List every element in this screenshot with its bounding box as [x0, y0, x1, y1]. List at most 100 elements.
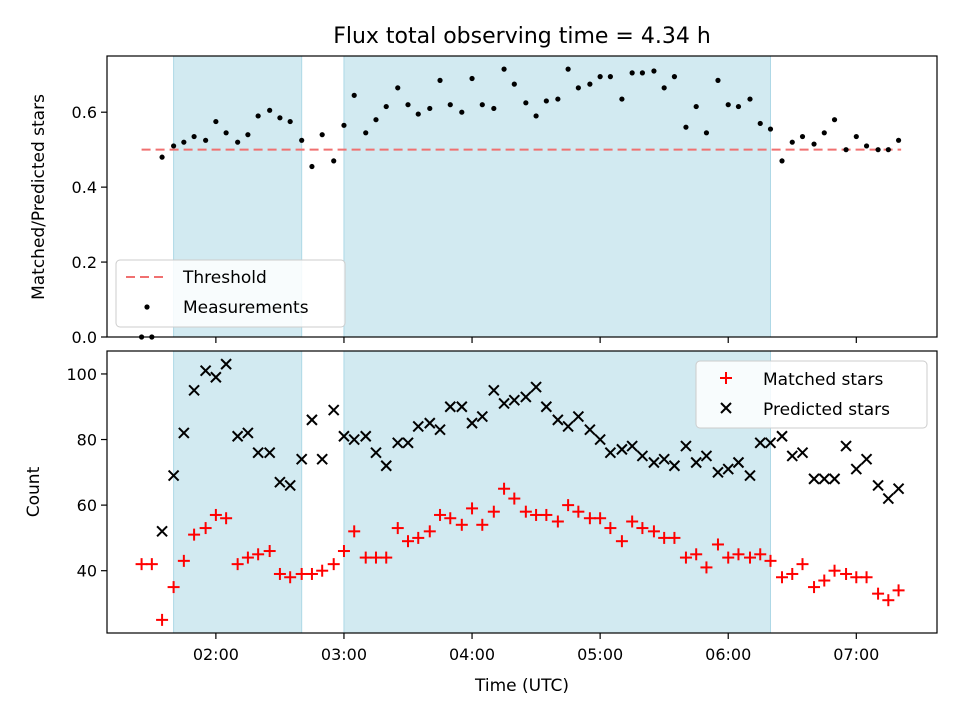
measurement-point [255, 113, 261, 119]
predicted-star-point [636, 450, 649, 462]
measurement-point [501, 66, 507, 72]
measurement-point [159, 154, 165, 160]
predicted-x-b [828, 473, 841, 485]
predicted-star-point [434, 423, 446, 436]
predicted-stars-series [156, 358, 905, 538]
matched-star-point [220, 512, 233, 525]
matched-star-point [818, 574, 831, 587]
predicted-star-point [444, 401, 456, 413]
predicted-star-point [498, 397, 510, 410]
predicted-star-point [808, 473, 820, 485]
matched-star-point [679, 551, 692, 564]
predicted-x-b [680, 440, 692, 452]
predicted-x-b [434, 423, 446, 436]
predicted-x-b [786, 450, 798, 462]
measurement-point [533, 113, 539, 119]
predicted-star-point [508, 394, 521, 406]
measurement-point [747, 96, 753, 102]
matched-star-point [615, 535, 628, 548]
matched-star-point [647, 525, 660, 538]
matched-star-point [754, 548, 767, 561]
predicted-star-point [360, 430, 372, 442]
matched-star-point [273, 567, 286, 580]
predicted-star-point [850, 463, 863, 475]
matched-star-point [327, 558, 340, 571]
measurement-point [607, 74, 613, 80]
predicted-x-b [380, 460, 392, 472]
predicted-star-point [210, 371, 222, 383]
predicted-star-point [754, 437, 766, 449]
top-axes-frame [106, 55, 938, 338]
top-y-axis-label: Matched/Predicted stars [29, 94, 49, 300]
measurement-point [715, 77, 721, 83]
predicted-star-point [690, 456, 702, 469]
matched-star-point [252, 548, 265, 561]
measurement-point [895, 137, 902, 143]
measurement-point [885, 147, 891, 153]
matched-stars-series [135, 482, 905, 626]
matched-star-point [380, 551, 393, 564]
matched-star-point [604, 522, 617, 535]
measurement-point [363, 130, 369, 136]
predicted-star-point [456, 401, 468, 413]
bottom-x-tick-label: 02:00 [193, 645, 239, 664]
predicted-x-b [860, 453, 873, 465]
predicted-x-b [776, 430, 788, 442]
predicted-star-point [648, 456, 660, 469]
predicted-x-b [252, 446, 264, 459]
measurements-series [138, 66, 902, 340]
measurement-point [427, 105, 433, 112]
matched-star-point [540, 508, 553, 521]
matched-star-point [476, 518, 489, 531]
matched-star-point [423, 525, 436, 538]
measurement-point [779, 158, 785, 164]
measurement-point [223, 130, 229, 136]
predicted-x-b [274, 476, 286, 488]
matched-star-point [498, 482, 511, 495]
measurement-point [683, 124, 689, 130]
predicted-x-b [552, 414, 564, 426]
measurement-point [651, 68, 657, 74]
bottom-y-tick-label: 100 [66, 365, 97, 384]
predicted-star-point [466, 417, 478, 429]
measurement-point [811, 141, 817, 147]
predicted-star-point [402, 437, 414, 449]
predicted-x-b [872, 479, 884, 492]
matched-star-point [700, 561, 713, 574]
matched-star-point [743, 551, 756, 564]
matched-star-point [337, 545, 350, 558]
matched-star-point [412, 531, 425, 544]
predicted-star-point [284, 479, 296, 492]
matched-star-point [562, 499, 575, 512]
matched-star-point [487, 505, 500, 518]
matched-star-point [636, 522, 649, 535]
predicted-star-point [316, 453, 328, 465]
measurement-point [459, 109, 465, 115]
bottom-y-tick-label: 80 [77, 431, 97, 450]
measurement-point [735, 103, 742, 110]
bottom-x-tick-label: 07:00 [833, 645, 879, 664]
predicted-x-b [882, 492, 895, 505]
predicted-x-b [360, 430, 372, 442]
matched-star-point [305, 567, 318, 580]
predicted-star-point [872, 479, 884, 492]
predicted-legend-label: Predicted stars [763, 400, 890, 420]
matched-star-point [551, 515, 564, 528]
predicted-star-point [488, 384, 500, 397]
matched-star-point [359, 551, 372, 564]
matched-star-point [530, 508, 543, 521]
predicted-x-b [648, 456, 660, 469]
predicted-star-point [476, 410, 489, 423]
matched-star-point [594, 512, 607, 525]
measurement-point [863, 143, 870, 149]
predicted-x-b [850, 463, 863, 475]
predicted-legend-swatch [720, 402, 732, 414]
bottom-x-tick-label: 06:00 [705, 645, 751, 664]
matched-star-point [690, 548, 703, 561]
predicted-x-b [210, 371, 222, 383]
matched-star-point [658, 531, 671, 544]
predicted-star-point [712, 466, 724, 479]
measurement-point [331, 158, 337, 164]
predicted-x-b [199, 364, 212, 377]
predicted-star-point [786, 450, 798, 462]
